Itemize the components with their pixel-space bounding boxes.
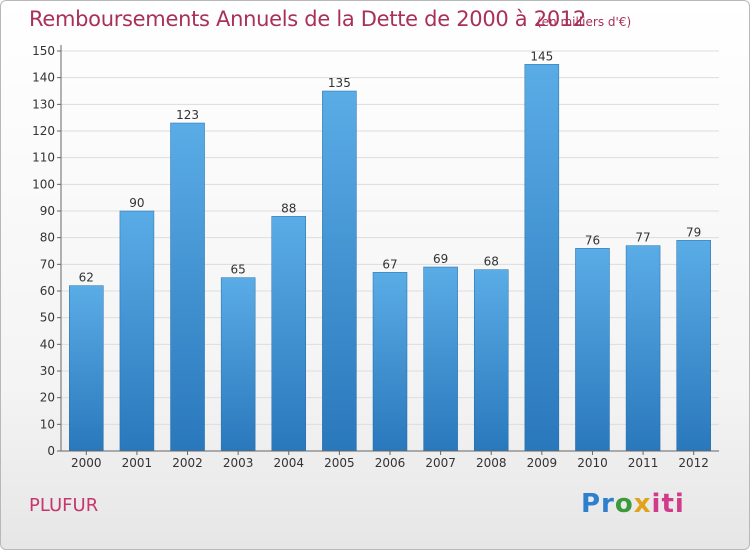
bar-2005[interactable] bbox=[322, 90, 357, 452]
x-tick-label: 2011 bbox=[628, 456, 659, 470]
data-label: 67 bbox=[382, 257, 397, 271]
x-tick-label: 2002 bbox=[172, 456, 203, 470]
y-tick-label: 90 bbox=[40, 204, 55, 218]
y-tick-label: 120 bbox=[32, 124, 55, 138]
data-label: 145 bbox=[530, 49, 553, 63]
bar-2004[interactable] bbox=[271, 216, 307, 452]
x-tick-label: 2009 bbox=[527, 456, 558, 470]
x-tick-label: 2006 bbox=[375, 456, 406, 470]
data-label: 62 bbox=[79, 271, 94, 285]
y-tick-label: 40 bbox=[40, 337, 55, 351]
y-tick-label: 10 bbox=[40, 417, 55, 431]
y-tick-label: 80 bbox=[40, 231, 55, 245]
bar-2012[interactable] bbox=[676, 240, 711, 452]
data-label: 88 bbox=[281, 201, 296, 215]
data-label: 135 bbox=[328, 76, 351, 90]
data-label: 77 bbox=[635, 231, 650, 245]
y-tick-label: 140 bbox=[32, 71, 55, 85]
y-tick-label: 130 bbox=[32, 97, 55, 111]
data-label: 123 bbox=[176, 108, 199, 122]
y-tick-label: 60 bbox=[40, 284, 55, 298]
bar-2011[interactable] bbox=[625, 245, 661, 452]
y-tick-label: 150 bbox=[32, 44, 55, 58]
bar-2002[interactable] bbox=[170, 122, 205, 452]
y-tick-label: 50 bbox=[40, 311, 55, 325]
town-name: PLUFUR bbox=[29, 495, 99, 516]
y-tick-label: 20 bbox=[40, 391, 55, 405]
proxiti-logo[interactable]: Proxiti bbox=[581, 489, 685, 519]
bar-2008[interactable] bbox=[473, 269, 509, 452]
data-label: 90 bbox=[129, 196, 144, 210]
x-tick-label: 2000 bbox=[71, 456, 102, 470]
y-tick-label: 70 bbox=[40, 257, 55, 271]
x-tick-label: 2004 bbox=[273, 456, 304, 470]
logo-part: Pr bbox=[581, 489, 615, 519]
data-label: 65 bbox=[231, 263, 246, 277]
bar-2001[interactable] bbox=[119, 210, 155, 452]
y-tick-label: 0 bbox=[47, 444, 55, 458]
y-tick-label: 30 bbox=[40, 364, 55, 378]
bar-2007[interactable] bbox=[423, 266, 458, 452]
y-tick-label: 100 bbox=[32, 177, 55, 191]
data-label: 69 bbox=[433, 252, 448, 266]
data-label: 68 bbox=[484, 255, 499, 269]
bar-2006[interactable] bbox=[372, 272, 408, 452]
x-tick-label: 2001 bbox=[122, 456, 153, 470]
logo-part: o bbox=[614, 489, 634, 519]
logo-part: x bbox=[633, 489, 652, 519]
y-tick-label: 110 bbox=[32, 151, 55, 165]
data-label: 79 bbox=[686, 225, 701, 239]
logo-part: iti bbox=[651, 489, 685, 519]
data-label: 76 bbox=[585, 233, 600, 247]
chart-title: Remboursements Annuels de la Dette de 20… bbox=[29, 7, 586, 31]
bar-2010[interactable] bbox=[575, 248, 610, 452]
x-tick-label: 2003 bbox=[223, 456, 254, 470]
x-tick-label: 2005 bbox=[324, 456, 355, 470]
x-tick-label: 2008 bbox=[476, 456, 507, 470]
x-tick-label: 2007 bbox=[425, 456, 456, 470]
bar-2009[interactable] bbox=[524, 64, 560, 452]
bar-2003[interactable] bbox=[220, 277, 256, 452]
x-tick-label: 2012 bbox=[678, 456, 709, 470]
x-tick-label: 2010 bbox=[577, 456, 608, 470]
chart-subtitle: (en milliers d'€) bbox=[537, 15, 632, 29]
bar-2000[interactable] bbox=[69, 285, 104, 452]
